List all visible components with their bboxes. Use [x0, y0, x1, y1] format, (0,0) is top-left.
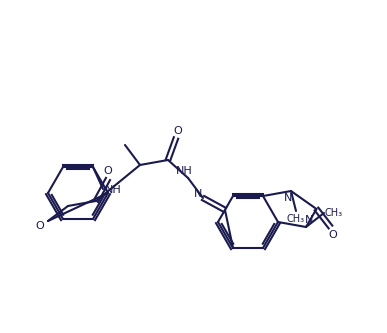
Text: N: N	[305, 215, 313, 225]
Text: CH₃: CH₃	[325, 208, 343, 218]
Text: O: O	[174, 126, 182, 136]
Text: NH: NH	[176, 166, 192, 176]
Text: N: N	[284, 193, 292, 203]
Text: O: O	[328, 230, 337, 240]
Text: N: N	[194, 189, 202, 199]
Text: O: O	[36, 221, 45, 231]
Text: CH₃: CH₃	[287, 214, 305, 224]
Text: O: O	[104, 166, 112, 176]
Text: NH: NH	[104, 185, 122, 195]
